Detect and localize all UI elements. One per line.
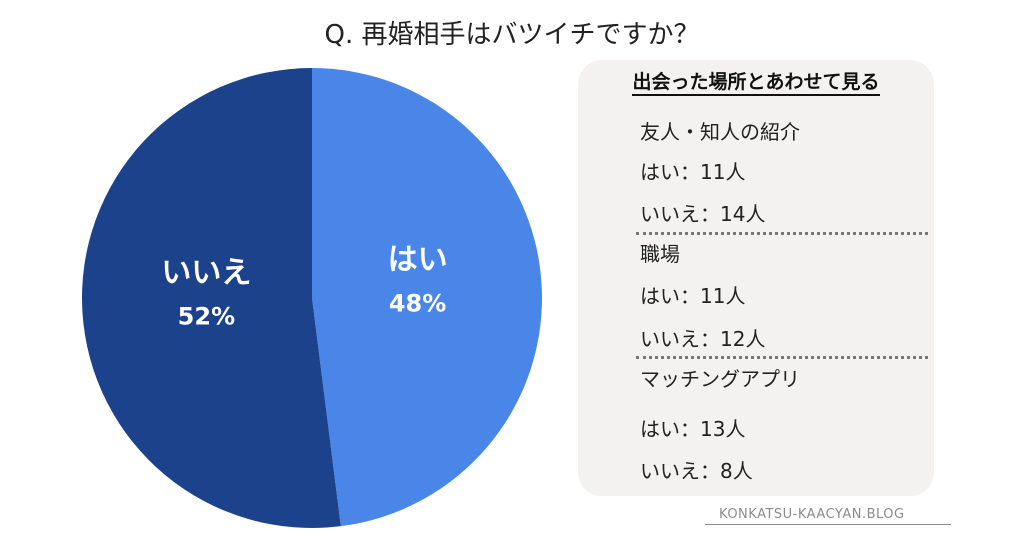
- breakdown-panel: 出会った場所とあわせて見る 友人・知人の紹介 はい：11人 いいえ：14人 職場…: [578, 60, 934, 496]
- group-yes-matching-app: はい：13人: [640, 417, 746, 441]
- group-no-workplace: いいえ：12人: [640, 327, 766, 351]
- group-no-matching-app: いいえ：8人: [640, 459, 753, 483]
- slice-percent-1: 52%: [178, 303, 235, 331]
- group-no-friends: いいえ：14人: [640, 202, 766, 226]
- pie-slice-1: [82, 68, 341, 528]
- slice-label-0: はい: [388, 242, 448, 277]
- group-yes-workplace: はい：11人: [640, 284, 746, 308]
- pie-chart: はい 48% いいえ 52%: [82, 68, 543, 528]
- dotted-divider: [636, 356, 928, 359]
- group-name-friends: 友人・知人の紹介: [640, 120, 800, 144]
- dotted-divider: [636, 232, 928, 235]
- pie-slice-0: [312, 68, 543, 527]
- group-name-workplace: 職場: [640, 242, 680, 266]
- chart-title: Q. 再婚相手はバツイチですか？: [324, 20, 700, 50]
- group-name-matching-app: マッチングアプリ: [640, 367, 800, 391]
- slice-label-1: いいえ: [161, 256, 251, 291]
- panel-heading-text: 出会った場所とあわせて見る: [632, 71, 880, 96]
- slice-percent-0: 48%: [389, 289, 446, 317]
- panel-heading: 出会った場所とあわせて見る: [578, 68, 934, 96]
- site-watermark: KONKATSU-KAACYAN.BLOG: [705, 507, 951, 525]
- group-yes-friends: はい：11人: [640, 160, 746, 184]
